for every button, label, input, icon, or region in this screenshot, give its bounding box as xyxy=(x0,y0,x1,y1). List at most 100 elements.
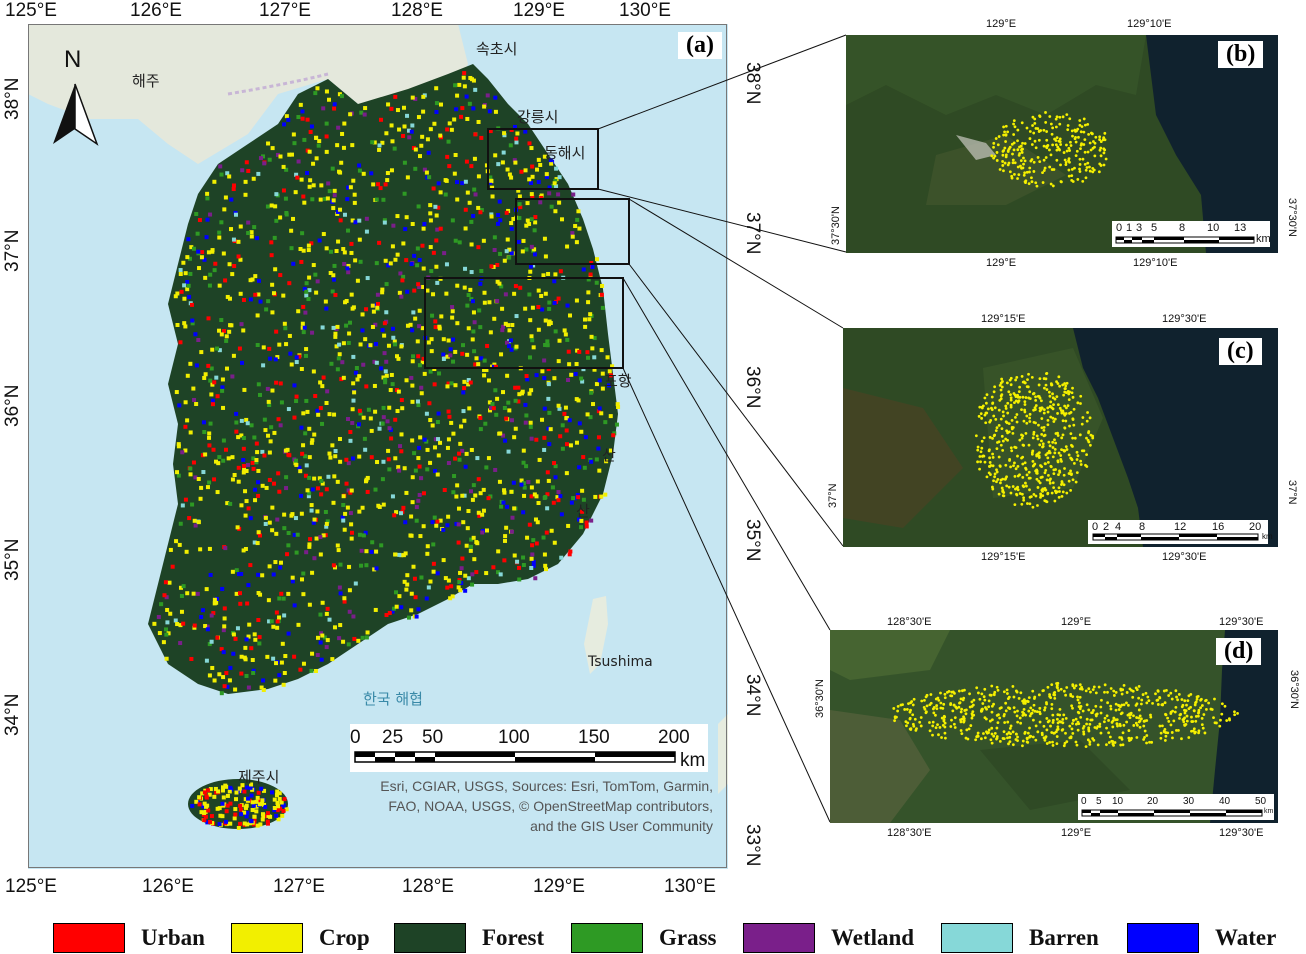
landcover-pixel xyxy=(531,538,536,543)
sample-point xyxy=(1051,407,1055,411)
landcover-pixel xyxy=(342,212,347,217)
landcover-pixel xyxy=(205,627,210,632)
sample-point xyxy=(1036,486,1040,489)
lon-top-129: 129°E xyxy=(513,0,565,21)
landcover-pixel xyxy=(534,494,539,499)
sample-point xyxy=(1028,137,1032,140)
landcover-pixel xyxy=(524,464,529,469)
landcover-pixel xyxy=(407,135,412,140)
landcover-pixel xyxy=(341,375,346,380)
landcover-pixel xyxy=(608,448,613,453)
landcover-pixel xyxy=(519,482,524,487)
landcover-pixel xyxy=(258,156,263,161)
landcover-pixel xyxy=(469,242,474,247)
sample-point xyxy=(1006,411,1010,415)
landcover-pixel xyxy=(549,204,554,209)
landcover-pixel xyxy=(265,204,270,209)
sample-point xyxy=(1027,372,1030,376)
landcover-pixel xyxy=(546,367,551,372)
sample-point xyxy=(1010,427,1014,431)
landcover-pixel xyxy=(267,520,272,525)
landcover-pixel xyxy=(319,478,324,483)
sample-point xyxy=(1098,148,1102,152)
landcover-pixel xyxy=(208,272,213,277)
landcover-pixel xyxy=(535,167,540,172)
landcover-pixel xyxy=(346,461,351,466)
sample-point xyxy=(1051,392,1054,396)
landcover-pixel xyxy=(452,171,457,176)
landcover-pixel xyxy=(252,814,257,819)
landcover-pixel xyxy=(250,460,255,465)
sample-point xyxy=(1071,395,1075,399)
sample-point xyxy=(1028,476,1032,480)
landcover-pixel xyxy=(352,200,357,205)
landcover-pixel xyxy=(576,209,581,214)
sample-point xyxy=(1009,465,1012,469)
landcover-pixel xyxy=(516,399,521,404)
landcover-pixel xyxy=(487,300,492,305)
landcover-pixel xyxy=(436,411,441,416)
landcover-pixel xyxy=(484,528,489,533)
sample-point xyxy=(1001,149,1005,153)
japan-coast xyxy=(718,714,728,794)
landcover-pixel xyxy=(431,542,436,547)
landcover-pixel xyxy=(290,575,295,580)
landcover-pixel xyxy=(524,247,529,252)
landcover-pixel xyxy=(483,421,488,426)
landcover-pixel xyxy=(236,479,241,484)
sample-point xyxy=(1027,709,1031,713)
landcover-pixel xyxy=(204,587,209,592)
landcover-pixel xyxy=(604,459,609,464)
sample-point xyxy=(1003,130,1006,134)
sample-point xyxy=(1047,473,1050,477)
landcover-pixel xyxy=(384,359,389,364)
landcover-pixel xyxy=(262,802,267,807)
landcover-pixel xyxy=(450,305,455,310)
landcover-pixel xyxy=(242,467,247,472)
landcover-pixel xyxy=(564,416,569,421)
landcover-pixel xyxy=(305,171,310,176)
sample-point xyxy=(1055,682,1058,685)
landcover-pixel xyxy=(311,161,316,166)
landcover-pixel xyxy=(340,360,345,365)
landcover-pixel xyxy=(355,278,360,283)
inset-d-points xyxy=(892,681,1239,749)
sample-point xyxy=(1126,713,1130,717)
sample-point xyxy=(1102,163,1106,167)
sample-point xyxy=(992,141,996,145)
landcover-pixel xyxy=(311,183,316,188)
sample-point xyxy=(1016,720,1020,724)
landcover-pixel xyxy=(267,402,272,407)
landcover-pixel xyxy=(334,344,339,349)
landcover-pixel xyxy=(231,187,236,192)
landcover-pixel xyxy=(248,516,253,521)
landcover-pixel xyxy=(536,157,541,162)
sample-point xyxy=(1020,456,1023,460)
landcover-pixel xyxy=(404,490,409,495)
landcover-pixel xyxy=(529,334,534,339)
landcover-pixel xyxy=(194,363,199,368)
landcover-pixel xyxy=(220,814,225,819)
landcover-pixel xyxy=(421,356,426,361)
landcover-pixel xyxy=(249,230,254,235)
landcover-pixel xyxy=(282,526,287,531)
sample-point xyxy=(1042,411,1046,415)
landcover-pixel xyxy=(331,273,336,278)
sample-point xyxy=(1085,166,1089,169)
sample-point xyxy=(1079,130,1083,134)
landcover-pixel xyxy=(513,426,518,431)
landcover-pixel xyxy=(311,520,316,525)
sample-point xyxy=(1113,741,1117,744)
sample-point xyxy=(1031,505,1035,509)
sample-point xyxy=(990,710,994,714)
sample-point xyxy=(893,719,896,723)
sample-point xyxy=(1020,148,1023,152)
sample-point xyxy=(1121,731,1125,735)
sample-point xyxy=(1005,484,1009,488)
landcover-pixel xyxy=(452,474,457,479)
sample-point xyxy=(1056,434,1060,437)
landcover-pixel xyxy=(251,176,256,181)
sample-point xyxy=(984,401,988,405)
landcover-pixel xyxy=(366,407,371,412)
landcover-pixel xyxy=(429,337,434,342)
